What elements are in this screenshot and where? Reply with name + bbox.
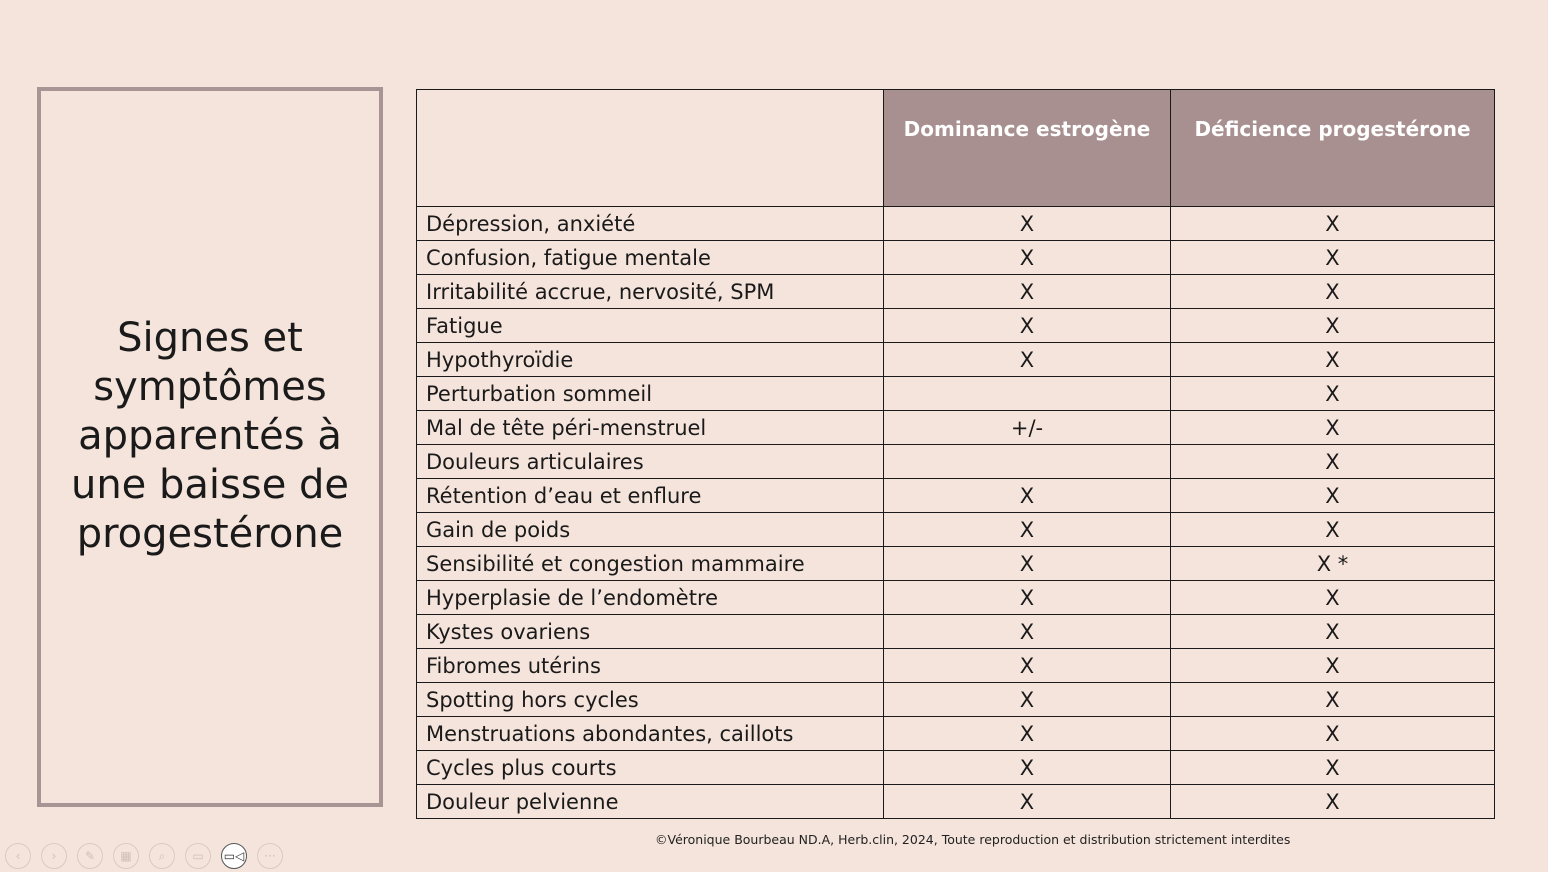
copyright-footer: ©Véronique Bourbeau ND.A, Herb.clin, 202… <box>655 832 1291 847</box>
progesterone-deficiency-cell: X <box>1170 716 1495 751</box>
estrogen-dominance-cell: X <box>883 274 1171 309</box>
symptom-cell: Fatigue <box>416 308 884 343</box>
slide-title: Signes et symptômes apparentés à une bai… <box>70 314 350 557</box>
symptom-cell: Sensibilité et congestion mammaire <box>416 546 884 581</box>
table-row: Douleur pelvienne X X <box>416 784 1495 819</box>
progesterone-deficiency-cell: X <box>1170 478 1495 513</box>
progesterone-deficiency-cell: X <box>1170 580 1495 615</box>
symptom-cell: Mal de tête péri-menstruel <box>416 410 884 445</box>
table-row: Rétention d’eau et enflure X X <box>416 478 1495 513</box>
estrogen-dominance-cell <box>883 376 1171 411</box>
table-row: Spotting hors cycles X X <box>416 682 1495 717</box>
subtitles-icon: ▭ <box>192 849 204 863</box>
estrogen-dominance-cell: X <box>883 512 1171 547</box>
header-blank-cell <box>416 89 884 207</box>
estrogen-dominance-cell: +/- <box>883 410 1171 445</box>
progesterone-deficiency-cell: X <box>1170 512 1495 547</box>
next-slide-icon: › <box>51 849 57 863</box>
table-row: Hyperplasie de l’endomètre X X <box>416 580 1495 615</box>
estrogen-dominance-cell: X <box>883 240 1171 275</box>
progesterone-deficiency-cell: X <box>1170 410 1495 445</box>
symptom-cell: Menstruations abondantes, caillots <box>416 716 884 751</box>
zoom-button[interactable]: ⌕ <box>149 843 175 869</box>
title-box: Signes et symptômes apparentés à une bai… <box>37 87 383 807</box>
previous-slide-button[interactable]: ‹ <box>5 843 31 869</box>
camera-icon: ▭◁ <box>223 849 245 863</box>
symptom-cell: Fibromes utérins <box>416 648 884 683</box>
estrogen-dominance-cell: X <box>883 546 1171 581</box>
table-row: Cycles plus courts X X <box>416 750 1495 785</box>
symptom-cell: Douleurs articulaires <box>416 444 884 479</box>
progesterone-deficiency-cell: X <box>1170 682 1495 717</box>
table-header-row: Dominance estrogène Déficience progestér… <box>416 89 1495 207</box>
progesterone-deficiency-cell: X * <box>1170 546 1495 581</box>
table-row: Menstruations abondantes, caillots X X <box>416 716 1495 751</box>
subtitles-button[interactable]: ▭ <box>185 843 211 869</box>
estrogen-dominance-cell: X <box>883 784 1171 819</box>
pen-tool-icon: ✎ <box>84 849 96 863</box>
see-all-slides-button[interactable]: ▦ <box>113 843 139 869</box>
header-progesterone-deficiency: Déficience progestérone <box>1170 89 1495 207</box>
table-row: Douleurs articulaires X <box>416 444 1495 479</box>
table-row: Fibromes utérins X X <box>416 648 1495 683</box>
more-options-icon: ··· <box>264 849 276 863</box>
symptoms-table-container: Dominance estrogène Déficience progestér… <box>416 89 1495 819</box>
slideshow-controls: ‹ › ✎ ▦ ⌕ ▭ ▭◁ ··· <box>5 843 283 869</box>
see-all-slides-icon: ▦ <box>120 849 132 863</box>
table-row: Dépression, anxiété X X <box>416 206 1495 241</box>
progesterone-deficiency-cell: X <box>1170 240 1495 275</box>
progesterone-deficiency-cell: X <box>1170 342 1495 377</box>
estrogen-dominance-cell: X <box>883 580 1171 615</box>
table-row: Gain de poids X X <box>416 512 1495 547</box>
table-row: Perturbation sommeil X <box>416 376 1495 411</box>
symptom-cell: Perturbation sommeil <box>416 376 884 411</box>
camera-button[interactable]: ▭◁ <box>221 843 247 869</box>
progesterone-deficiency-cell: X <box>1170 784 1495 819</box>
symptoms-table: Dominance estrogène Déficience progestér… <box>416 89 1495 819</box>
symptom-cell: Cycles plus courts <box>416 750 884 785</box>
progesterone-deficiency-cell: X <box>1170 274 1495 309</box>
estrogen-dominance-cell: X <box>883 682 1171 717</box>
more-options-button[interactable]: ··· <box>257 843 283 869</box>
table-row: Irritabilité accrue, nervosité, SPM X X <box>416 274 1495 309</box>
progesterone-deficiency-cell: X <box>1170 444 1495 479</box>
symptom-cell: Douleur pelvienne <box>416 784 884 819</box>
symptom-cell: Kystes ovariens <box>416 614 884 649</box>
estrogen-dominance-cell: X <box>883 648 1171 683</box>
table-row: Kystes ovariens X X <box>416 614 1495 649</box>
table-row: Hypothyroïdie X X <box>416 342 1495 377</box>
estrogen-dominance-cell: X <box>883 206 1171 241</box>
progesterone-deficiency-cell: X <box>1170 750 1495 785</box>
estrogen-dominance-cell: X <box>883 308 1171 343</box>
symptom-cell: Dépression, anxiété <box>416 206 884 241</box>
estrogen-dominance-cell: X <box>883 614 1171 649</box>
symptom-cell: Hypothyroïdie <box>416 342 884 377</box>
progesterone-deficiency-cell: X <box>1170 614 1495 649</box>
estrogen-dominance-cell: X <box>883 750 1171 785</box>
symptom-cell: Spotting hors cycles <box>416 682 884 717</box>
progesterone-deficiency-cell: X <box>1170 376 1495 411</box>
pen-tool-button[interactable]: ✎ <box>77 843 103 869</box>
table-row: Fatigue X X <box>416 308 1495 343</box>
previous-slide-icon: ‹ <box>15 849 21 863</box>
progesterone-deficiency-cell: X <box>1170 648 1495 683</box>
symptom-cell: Confusion, fatigue mentale <box>416 240 884 275</box>
symptom-cell: Hyperplasie de l’endomètre <box>416 580 884 615</box>
estrogen-dominance-cell: X <box>883 342 1171 377</box>
zoom-icon: ⌕ <box>158 848 166 863</box>
header-estrogen-dominance: Dominance estrogène <box>883 89 1171 207</box>
estrogen-dominance-cell: X <box>883 478 1171 513</box>
symptom-cell: Gain de poids <box>416 512 884 547</box>
symptom-cell: Irritabilité accrue, nervosité, SPM <box>416 274 884 309</box>
symptom-cell: Rétention d’eau et enflure <box>416 478 884 513</box>
progesterone-deficiency-cell: X <box>1170 206 1495 241</box>
table-row: Mal de tête péri-menstruel +/- X <box>416 410 1495 445</box>
progesterone-deficiency-cell: X <box>1170 308 1495 343</box>
table-row: Confusion, fatigue mentale X X <box>416 240 1495 275</box>
next-slide-button[interactable]: › <box>41 843 67 869</box>
estrogen-dominance-cell <box>883 444 1171 479</box>
table-row: Sensibilité et congestion mammaire X X * <box>416 546 1495 581</box>
estrogen-dominance-cell: X <box>883 716 1171 751</box>
